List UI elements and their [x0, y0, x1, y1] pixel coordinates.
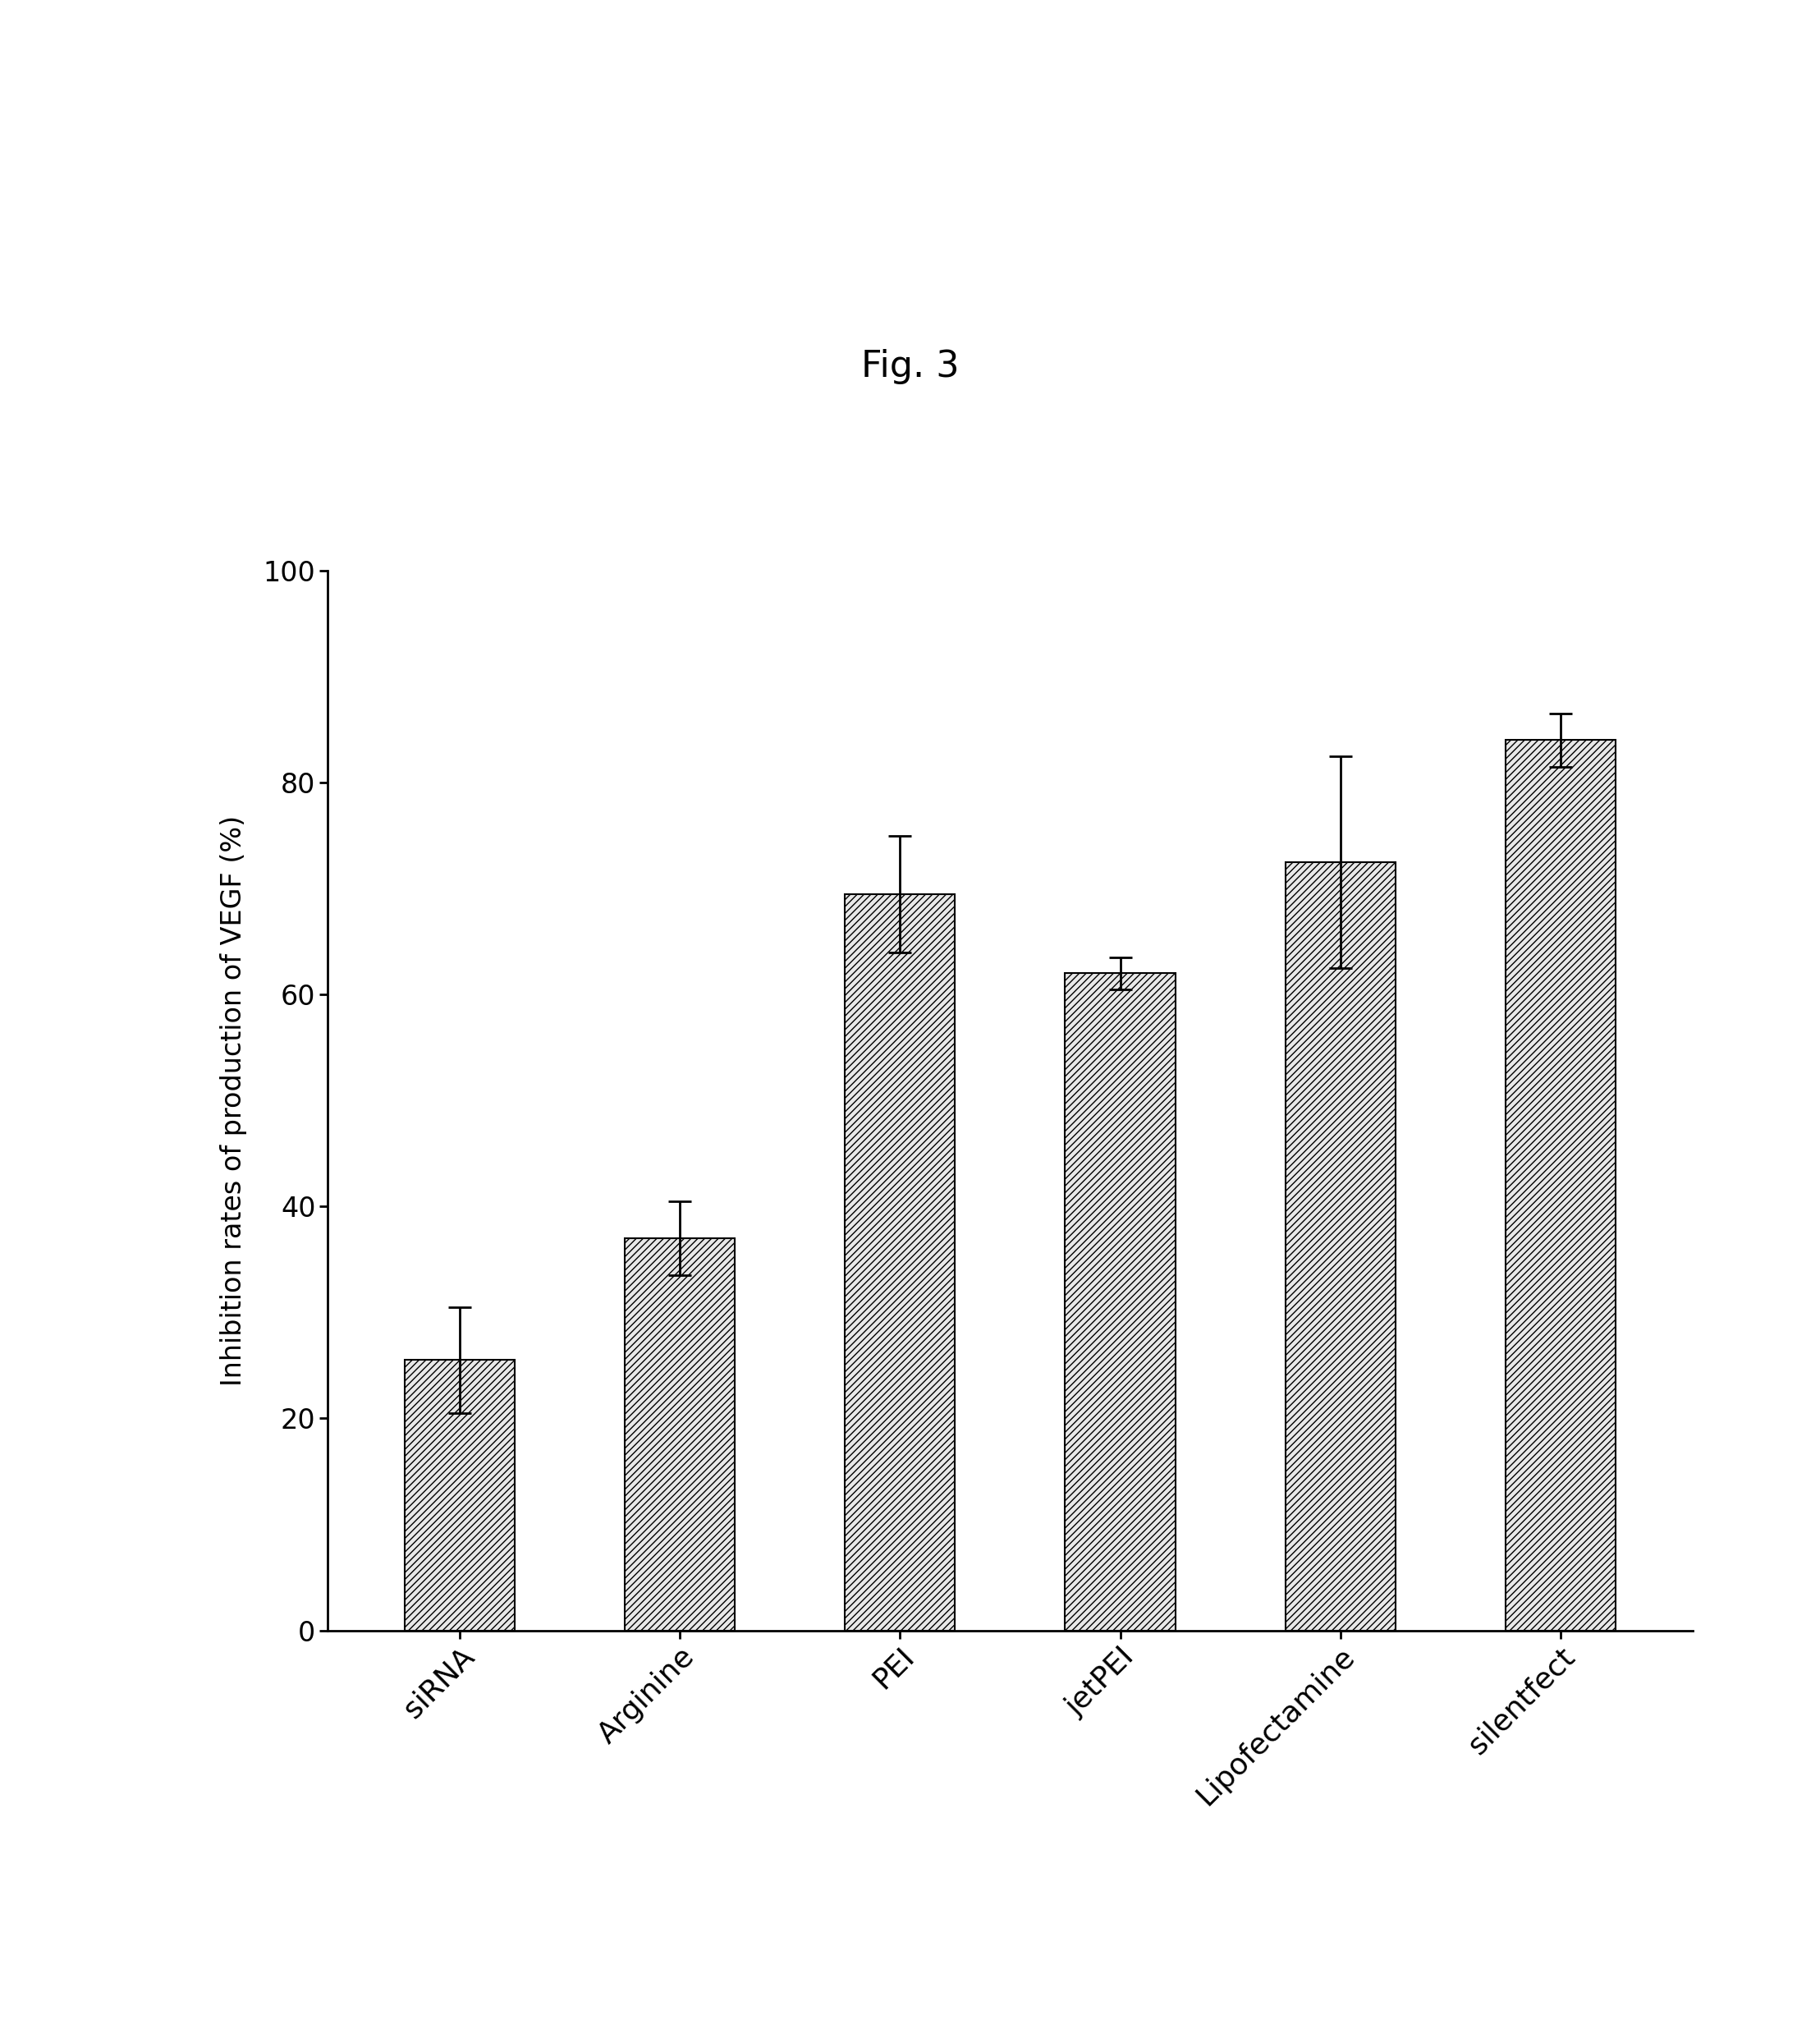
Bar: [1505, 740, 1616, 1630]
Bar: [1065, 974, 1176, 1630]
Bar: [1285, 862, 1396, 1630]
Bar: [624, 1239, 735, 1630]
Bar: [404, 1359, 515, 1630]
Text: Fig. 3: Fig. 3: [861, 348, 959, 385]
Y-axis label: Inhibition rates of production of VEGF (%): Inhibition rates of production of VEGF (…: [220, 815, 248, 1386]
Bar: [844, 895, 956, 1630]
